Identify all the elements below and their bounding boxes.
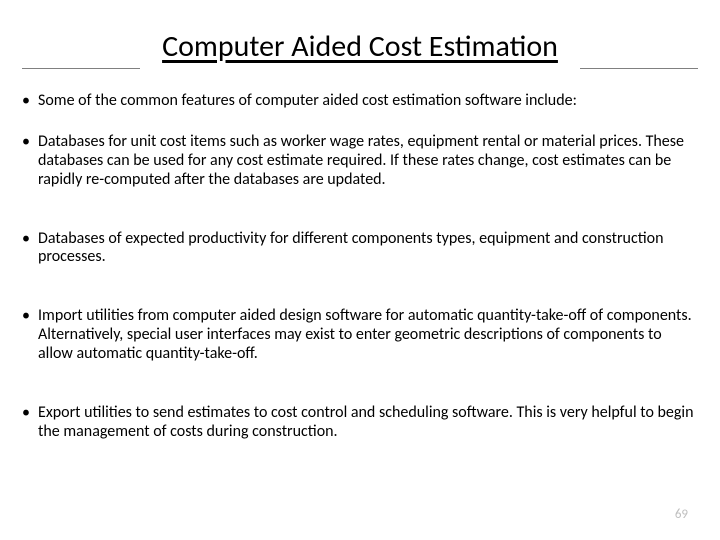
title-wrap: Computer Aided Cost Estimation	[0, 28, 720, 65]
bullet-item: Databases of expected productivity for d…	[20, 230, 700, 268]
slide-body: Some of the common features of computer …	[20, 92, 700, 442]
spacer	[20, 364, 700, 404]
page-number: 69	[675, 507, 688, 522]
title-rule-right	[580, 68, 698, 69]
spacer	[20, 190, 700, 230]
spacer	[20, 111, 700, 133]
bullet-item: Import utilities from computer aided des…	[20, 307, 700, 364]
bullet-item: Databases for unit cost items such as wo…	[20, 133, 700, 190]
spacer	[20, 267, 700, 307]
slide: Computer Aided Cost Estimation Some of t…	[0, 0, 720, 540]
bullet-item: Export utilities to send estimates to co…	[20, 404, 700, 442]
bullet-item: Some of the common features of computer …	[20, 92, 700, 111]
title-rule-left	[22, 68, 140, 69]
bullet-list: Some of the common features of computer …	[20, 92, 700, 442]
slide-title: Computer Aided Cost Estimation	[162, 28, 558, 65]
